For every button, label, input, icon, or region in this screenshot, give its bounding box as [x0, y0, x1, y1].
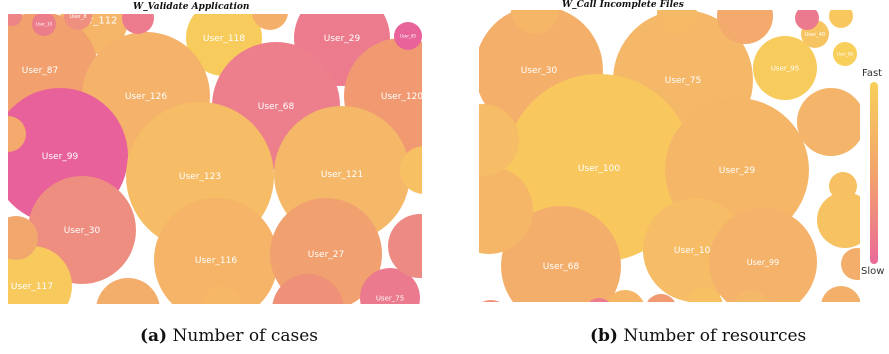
- user-bubble-label: User_29: [719, 166, 756, 176]
- caption-b-text: Number of resources: [623, 326, 807, 346]
- user-bubble: [202, 286, 242, 304]
- user-bubble-label: User_118: [203, 34, 245, 44]
- user-bubble: [657, 10, 697, 34]
- user-bubble-label: User_99: [42, 152, 79, 162]
- user-bubble: [8, 216, 38, 260]
- user-bubble: [795, 10, 819, 30]
- user-bubble: [821, 286, 860, 302]
- user-bubble-label: User_27: [308, 250, 344, 260]
- user-bubble: [687, 288, 723, 302]
- user-bubble-label: User_8: [69, 14, 86, 20]
- user-bubble: [252, 14, 288, 30]
- user-bubble-label: User_85: [400, 33, 417, 38]
- user-bubble: [829, 172, 857, 200]
- user-bubble-label: User_120: [381, 92, 422, 102]
- user-bubble: [817, 192, 860, 248]
- user-bubble-label: User_116: [195, 256, 237, 266]
- user-bubble: [32, 14, 56, 36]
- caption-a: (a) Number of cases: [140, 326, 318, 346]
- user-bubble-label: User_68: [258, 102, 295, 112]
- user-bubble: [797, 88, 860, 156]
- user-bubble-label: User_75: [376, 294, 404, 302]
- panel-b-bubbles: User_30 User_75 User_95 User_100 User_29 User…: [479, 10, 860, 302]
- user-bubble: [360, 268, 420, 304]
- panel-b-bubble-chart: User_30 User_75 User_95 User_100 User_29 User…: [479, 10, 860, 302]
- user-bubble-label: User_121: [321, 170, 363, 180]
- speed-legend-bar: [870, 82, 878, 264]
- user-bubble-label: User_29: [324, 34, 361, 44]
- user-bubble: [272, 274, 344, 304]
- caption-a-text: Number of cases: [172, 326, 319, 346]
- user-bubble-label: User_40: [805, 32, 825, 38]
- user-bubble: [122, 14, 154, 34]
- caption-b-label: (b): [590, 326, 618, 346]
- user-bubble-label: User_30: [521, 66, 558, 76]
- panel-a-title: W_Validate Application: [133, 2, 250, 12]
- legend-fast-label: Fast: [862, 68, 883, 79]
- user-bubble: [394, 22, 422, 50]
- user-bubble-label: User_75: [665, 76, 701, 86]
- legend-slow-label: Slow: [861, 266, 885, 277]
- user-bubble-label: User_87: [22, 66, 58, 76]
- user-bubble: [606, 290, 644, 302]
- user-bubble: [829, 10, 853, 28]
- user-bubble: [482, 300, 500, 302]
- user-bubble: [511, 10, 559, 34]
- user-bubble-label: User_68: [543, 262, 580, 272]
- user-bubble: [753, 36, 817, 100]
- user-bubble: [154, 198, 278, 304]
- user-bubble-label: User_109: [674, 246, 716, 256]
- user-bubble: [717, 10, 773, 44]
- user-bubble: [479, 104, 519, 176]
- user-bubble: [479, 166, 533, 254]
- user-bubble: [709, 208, 817, 302]
- user-bubble: [388, 214, 422, 278]
- caption-b: (b) Number of resources: [590, 326, 806, 346]
- user-bubble: [64, 14, 92, 30]
- caption-a-label: (a): [140, 326, 168, 346]
- user-bubble: [96, 278, 160, 304]
- user-bubble: [8, 14, 22, 26]
- user-bubble: [647, 294, 675, 302]
- panel-a-bubbles: User_112 User_118 User_29 User_87 User_126 Us…: [8, 14, 422, 304]
- user-bubble-label: User_112: [71, 16, 118, 27]
- user-bubble: [841, 248, 860, 280]
- user-bubble: [8, 246, 72, 304]
- panel-b-title: W_Call Incomplete Files: [562, 0, 684, 10]
- user-bubble-label: User_99: [747, 258, 779, 267]
- user-bubble-label: User_10: [36, 21, 53, 26]
- user-bubble: [8, 116, 26, 152]
- user-bubble-label: User_95: [771, 64, 799, 72]
- user-bubble: [734, 290, 768, 302]
- user-bubble: [833, 42, 857, 66]
- panel-a-bubble-chart: User_112 User_118 User_29 User_87 User_126 Us…: [8, 14, 422, 304]
- user-bubble: [501, 206, 621, 302]
- user-bubble: [400, 146, 422, 194]
- user-bubble: [777, 296, 801, 302]
- user-bubble: [589, 298, 609, 302]
- user-bubble-label: User_123: [179, 172, 221, 182]
- user-bubble-label: User_117: [11, 282, 53, 292]
- user-bubble-label: User_126: [125, 92, 167, 102]
- user-bubble-label: User_86: [837, 51, 854, 56]
- user-bubble-label: User_100: [578, 164, 620, 174]
- user-bubble-label: User_30: [64, 226, 101, 236]
